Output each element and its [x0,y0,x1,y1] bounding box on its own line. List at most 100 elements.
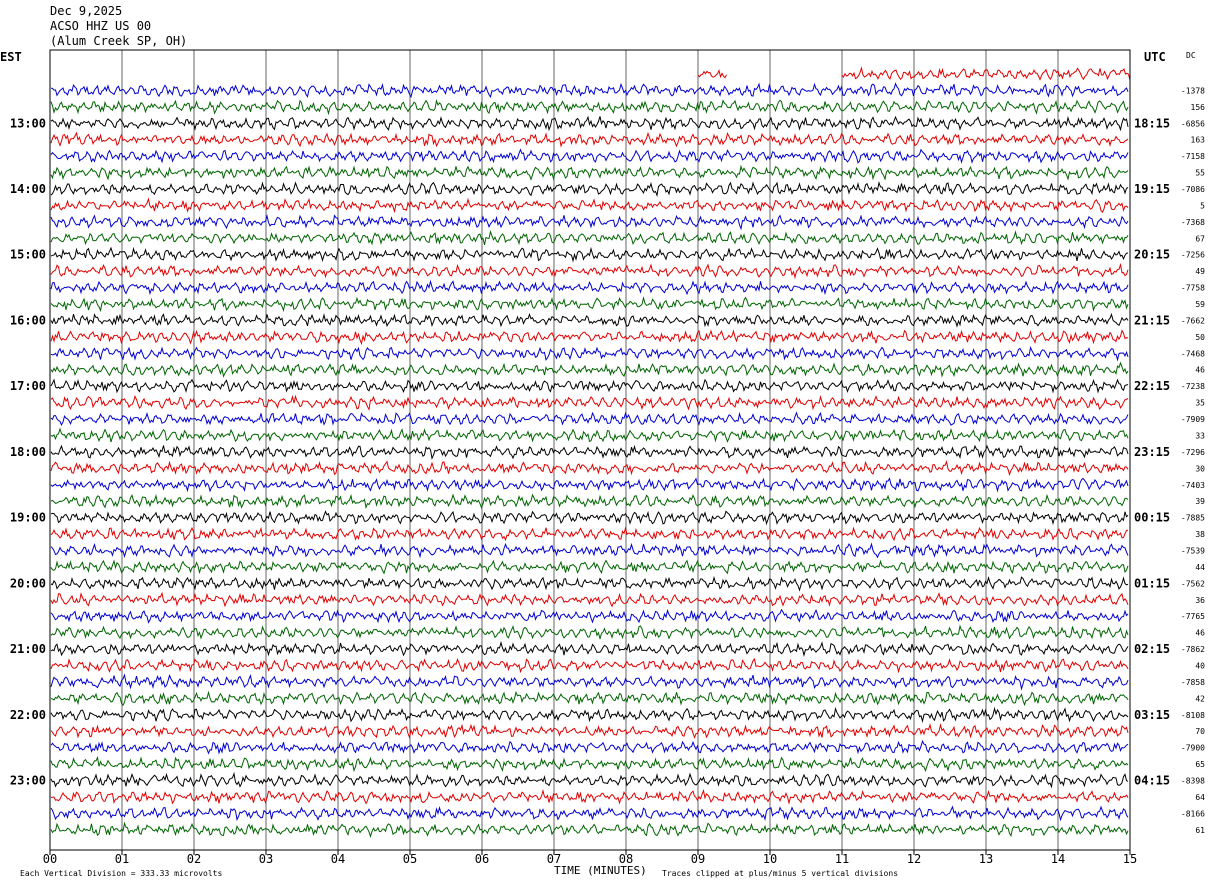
x-tick-label: 02 [187,852,201,866]
x-tick-label: 12 [907,852,921,866]
dc-offset-label: 30 [1195,464,1205,473]
location-title: (Alum Creek SP, OH) [50,34,188,48]
left-hour-label: 14:00 [10,182,46,196]
trace-line [50,197,1129,214]
dc-offset-label: 61 [1195,826,1205,835]
dc-offset-label: -7539 [1181,546,1205,555]
trace-line [50,477,1129,493]
x-tick-label: 14 [1051,852,1065,866]
dc-offset-label: -7885 [1181,514,1205,523]
trace-line [50,739,1129,755]
station-title: ACSO HHZ US 00 [50,19,152,33]
dc-offset-label: -8398 [1181,776,1205,785]
trace-line [50,262,1129,280]
dc-offset-label: -7368 [1181,218,1205,227]
left-hour-label: 18:00 [10,445,46,459]
trace-line [50,640,1129,658]
trace-line [50,510,1129,526]
x-tick-label: 08 [619,852,633,866]
trace-line [50,312,1129,328]
x-tick-label: 11 [835,852,849,866]
left-hour-label: 15:00 [10,248,46,262]
x-tick-label: 06 [475,852,489,866]
trace-line [50,673,1129,691]
date-title: Dec 9,2025 [50,4,123,18]
trace-line [841,66,1131,81]
left-hour-label: 21:00 [10,642,46,656]
trace-line [50,755,1129,773]
dc-offset-label: 44 [1195,563,1205,572]
left-hour-labels: 13:00 14:00 15:00 16:00 17:00 18:00 19:00 20:00… [10,116,46,787]
trace-line [50,575,1129,592]
dc-offset-label: -6856 [1181,119,1205,128]
right-hour-label: 20:15 [1134,248,1170,262]
trace-line [50,361,1129,378]
dc-offset-label: -7909 [1181,415,1205,424]
dc-offset-label: -7765 [1181,612,1205,621]
trace-line [50,229,1129,246]
dc-offset-label: 46 [1195,366,1205,375]
dc-offset-label: -7862 [1181,645,1205,654]
trace-line [50,214,1129,231]
dc-offset-label: -7158 [1181,152,1205,161]
dc-offset-label: 156 [1191,103,1206,112]
x-tick-label: 10 [763,852,777,866]
clip-note: Traces clipped at plus/minus 5 vertical … [662,869,898,878]
trace-line [50,115,1129,132]
trace-line [50,99,1129,116]
x-tick-label: 05 [403,852,417,866]
trace-line [50,427,1129,443]
trace-line [50,805,1129,822]
scale-note: Each Vertical Division = 333.33 microvol… [20,869,222,878]
left-hour-label: 20:00 [10,576,46,590]
right-timezone: UTC [1144,50,1166,64]
x-axis-label: TIME (MINUTES) [554,864,647,877]
trace-line [50,180,1129,198]
trace-line [50,148,1129,164]
dc-offset-label: 38 [1195,530,1205,539]
dc-offset-label: -1378 [1181,86,1205,95]
plot-frame [49,49,1131,851]
dc-offset-label: -7238 [1181,382,1205,391]
trace-line [697,68,727,79]
trace-line [50,131,1129,148]
dc-offset-label: 49 [1195,267,1205,276]
trace-line [50,624,1129,640]
dc-offset-label: 33 [1195,431,1205,440]
left-hour-label: 23:00 [10,773,46,787]
right-hour-label: 00:15 [1134,511,1170,525]
dc-offset-label: 39 [1195,497,1205,506]
dc-offset-label: -7758 [1181,284,1205,293]
trace-line [50,591,1129,608]
trace-line [50,788,1129,805]
x-tick-label: 07 [547,852,561,866]
right-hour-label: 23:15 [1134,445,1170,459]
dc-offset-label: -7562 [1181,579,1205,588]
right-hour-label: 19:15 [1134,182,1170,196]
dc-header: DC [1186,51,1196,60]
x-tick-label: 04 [331,852,345,866]
dc-offset-labels: -1378 156 -6856 163 -7158 55 -7086 5 -7368 67 -725… [1181,86,1205,834]
right-hour-label: 01:15 [1134,576,1170,590]
trace-line [50,246,1129,263]
trace-line [50,658,1129,674]
trace-line [50,164,1129,181]
trace-line [50,821,1129,838]
trace-line [50,444,1129,461]
trace-line [50,411,1129,427]
trace-line [50,608,1129,624]
right-hour-label: 22:15 [1134,379,1170,393]
trace-line [50,329,1129,346]
dc-offset-label: 42 [1195,694,1205,703]
x-tick-label: 00 [43,852,57,866]
trace-line [50,378,1129,394]
x-tick-label: 01 [115,852,129,866]
left-hour-label: 13:00 [10,116,46,130]
dc-offset-label: 35 [1195,399,1205,408]
left-timezone: EST [0,50,22,64]
dc-offset-label: 5 [1200,201,1205,210]
right-hour-label: 02:15 [1134,642,1170,656]
x-tick-label: 13 [979,852,993,866]
trace-line [50,771,1129,789]
left-hour-label: 22:00 [10,708,46,722]
